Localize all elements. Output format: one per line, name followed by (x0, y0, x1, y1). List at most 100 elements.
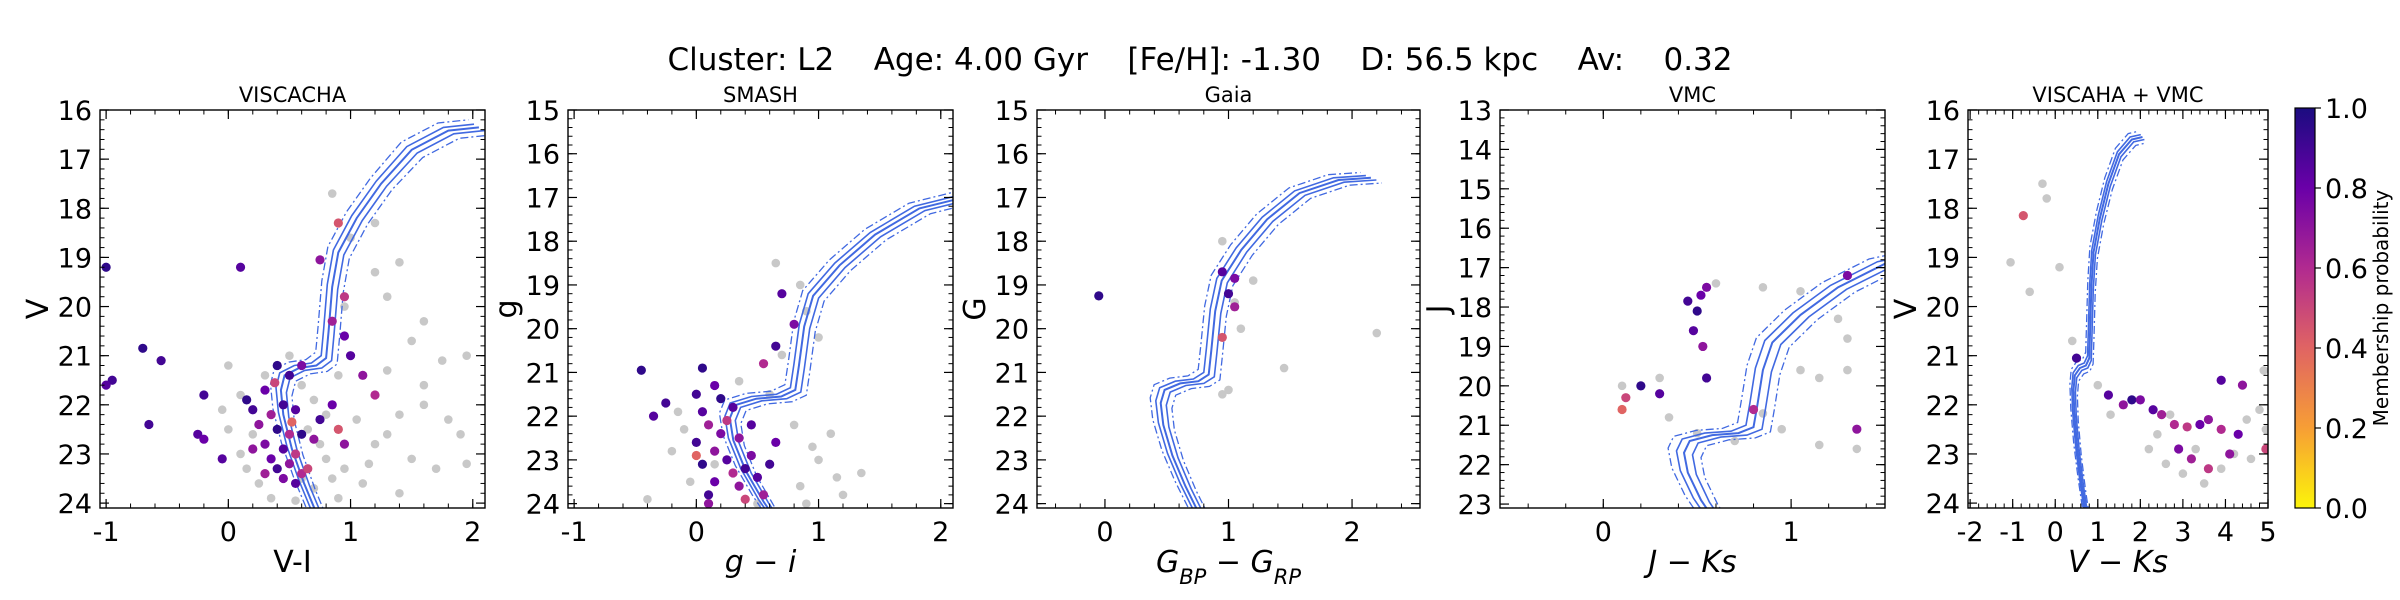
member-star-point (297, 360, 307, 371)
member-star-point (2195, 419, 2205, 430)
y-tick-label: 18 (58, 194, 92, 225)
y-tick-label: 13 (1458, 96, 1492, 127)
y-tick-label: 23 (1458, 490, 1492, 521)
y-axis-label: V (1889, 298, 1924, 319)
member-star-point (260, 385, 270, 395)
member-star-point (1223, 289, 1234, 299)
field-star-point (795, 280, 805, 290)
field-star-point (321, 454, 331, 464)
member-star-point (339, 439, 350, 449)
field-star-point (419, 400, 429, 410)
field-star-point (1617, 381, 1627, 391)
member-star-point (703, 420, 714, 430)
member-star-point (315, 414, 325, 425)
axes-frame (567, 109, 954, 509)
colorbar-label: Membership probability (2369, 190, 2393, 427)
member-star-point (697, 407, 708, 417)
field-star-point (444, 415, 453, 424)
field-star-point (358, 479, 368, 488)
panel-title: Gaia (1205, 83, 1253, 107)
member-star-point (272, 464, 282, 474)
field-star-point (395, 488, 404, 498)
axes-frame (1499, 109, 1886, 509)
x-tick-label: -1 (1999, 517, 2026, 548)
field-star-point (321, 410, 331, 419)
member-star-point (2169, 419, 2179, 430)
field-star-point (254, 479, 264, 488)
x-tick-label: 0 (220, 517, 237, 548)
member-star-point (193, 429, 203, 439)
member-star-point (107, 375, 117, 385)
member-star-point (297, 469, 307, 479)
plot-area (1617, 254, 1885, 508)
isochrone-line (2072, 136, 2143, 508)
isochrone-line (2070, 133, 2141, 508)
y-tick-label: 15 (526, 96, 560, 127)
y-tick-label: 21 (1458, 411, 1492, 442)
field-star-point (826, 429, 836, 438)
field-star-point (1843, 334, 1852, 343)
member-star-point (2261, 444, 2268, 454)
x-axis-label: V − Ks (2068, 545, 2168, 580)
x-tick-label: 1 (1783, 517, 1800, 548)
x-tick-label: 0 (688, 517, 705, 548)
y-tick-label: 20 (526, 315, 560, 346)
y-tick-label: 22 (1926, 391, 1960, 422)
isochrone-line (269, 119, 469, 508)
member-star-point (199, 434, 209, 444)
field-star-point (248, 429, 258, 439)
field-star-point (1372, 328, 1382, 338)
field-star-point (382, 292, 392, 302)
y-tick-label: 15 (995, 96, 1029, 127)
field-star-point (2255, 405, 2264, 415)
member-star-point (771, 437, 781, 447)
x-tick-label: 0 (1595, 517, 1612, 548)
y-tick-label: 22 (58, 391, 92, 422)
y-tick-label: 19 (1458, 332, 1492, 363)
field-star-point (431, 464, 441, 473)
y-axis-label: G (958, 297, 993, 320)
member-star-point (789, 319, 799, 329)
y-tick-label: 20 (1926, 293, 1960, 324)
member-star-point (771, 341, 781, 351)
field-star-point (2165, 410, 2175, 419)
member-star-point (270, 378, 280, 388)
member-star-point (284, 429, 295, 439)
field-star-point (808, 442, 817, 452)
panel-title: VISCAHA + VMC (2032, 83, 2203, 107)
member-star-point (235, 262, 246, 272)
x-tick-label: 2 (1343, 517, 1360, 548)
member-star-point (1636, 381, 1646, 391)
field-star-point (217, 405, 227, 415)
member-star-point (303, 464, 313, 474)
field-star-point (1218, 389, 1227, 399)
x-tick-label: 5 (2259, 517, 2276, 548)
y-tick-label: 24 (995, 490, 1029, 521)
member-star-point (339, 292, 350, 302)
y-tick-label: 20 (1458, 372, 1492, 403)
field-star-point (327, 189, 337, 198)
y-tick-label: 23 (58, 440, 92, 471)
member-star-point (661, 398, 671, 408)
member-star-point (156, 355, 166, 366)
y-tick-label: 16 (1458, 214, 1492, 245)
y-tick-label: 19 (526, 271, 560, 302)
member-star-point (333, 424, 343, 434)
x-tick-label: 1 (810, 517, 827, 548)
field-star-point (327, 474, 337, 483)
member-star-point (2018, 211, 2028, 221)
member-star-point (716, 429, 726, 439)
field-star-point (1730, 436, 1740, 446)
isochrone-line (734, 202, 953, 508)
member-star-point (1748, 404, 1759, 415)
field-star-point (814, 455, 823, 465)
field-star-point (260, 371, 270, 380)
field-star-point (2025, 287, 2035, 297)
isochrone-line (728, 199, 953, 508)
y-tick-label: 18 (1926, 194, 1960, 225)
member-star-point (1230, 302, 1240, 312)
x-tick-label: 0 (2047, 517, 2064, 548)
y-tick-label: 20 (995, 315, 1029, 346)
field-star-point (2144, 444, 2154, 454)
field-star-point (838, 490, 848, 500)
